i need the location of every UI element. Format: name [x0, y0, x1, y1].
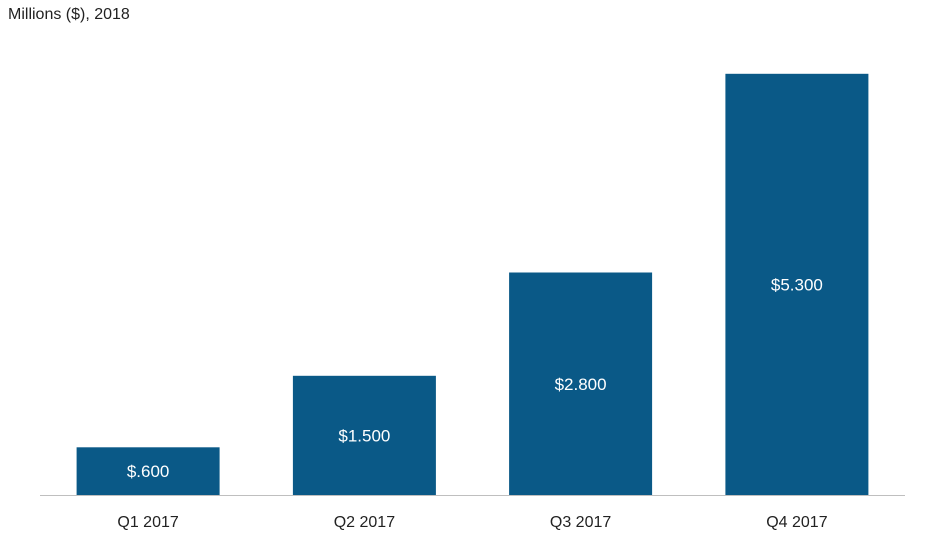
data-label: $2.800 [555, 375, 607, 394]
chart-subtitle: Millions ($), 2018 [8, 6, 130, 23]
bar-q3-2017 [509, 272, 653, 495]
data-label: $5.300 [771, 275, 823, 294]
category-labels-group: Q1 2017 Q2 2017 Q3 2017 Q4 2017 [117, 514, 827, 531]
data-labels-group: $.600 $1.500 $2.800 $5.300 [127, 275, 823, 481]
category-label: Q4 2017 [766, 514, 827, 531]
category-label: Q3 2017 [550, 514, 611, 531]
category-label: Q1 2017 [117, 514, 178, 531]
bar-q2-2017 [292, 375, 436, 495]
category-label: Q2 2017 [334, 514, 395, 531]
bar-q4-2017 [725, 73, 869, 496]
bars-group [76, 73, 869, 496]
data-label: $1.500 [338, 426, 390, 445]
data-label: $.600 [127, 462, 170, 481]
bar-q1-2017 [76, 447, 220, 495]
